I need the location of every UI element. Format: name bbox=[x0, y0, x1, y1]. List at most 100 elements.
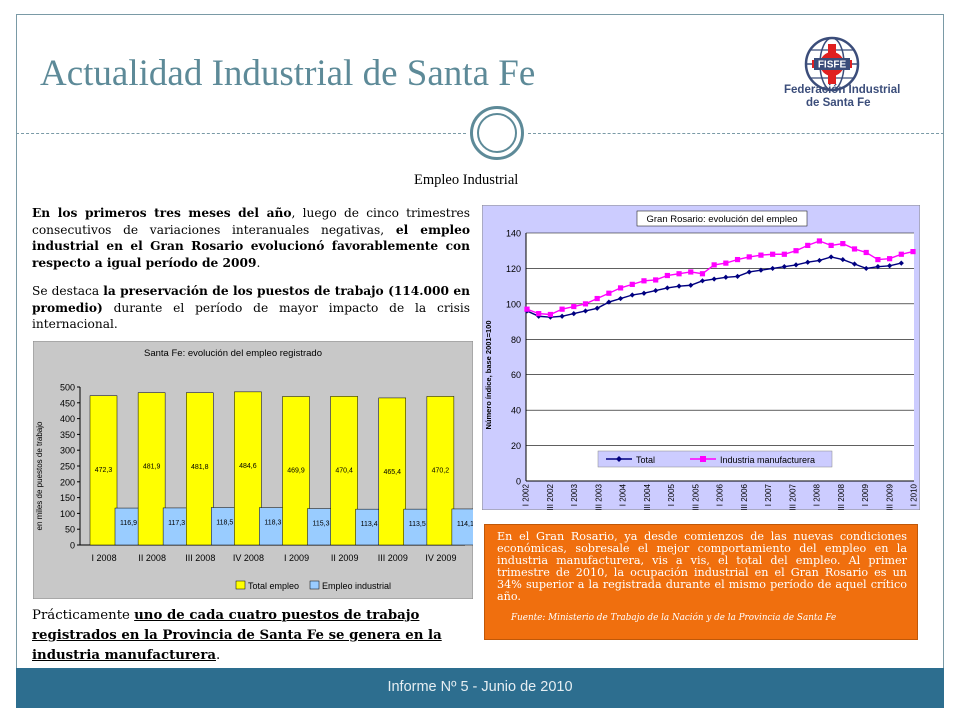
point-total bbox=[629, 292, 635, 298]
bar-total bbox=[330, 396, 358, 546]
point-total bbox=[758, 267, 764, 273]
point-industria bbox=[711, 262, 717, 268]
bar-industrial bbox=[355, 508, 383, 546]
point-industria bbox=[688, 269, 694, 275]
line-x-tick-label: III 2008 bbox=[837, 483, 846, 510]
bar-industrial-label: 113,5 bbox=[409, 521, 426, 528]
line-y-tick-label: 100 bbox=[506, 299, 521, 309]
line-x-tick-label: III 2006 bbox=[740, 483, 749, 510]
bar-y-tick-label: 50 bbox=[65, 525, 75, 535]
p3-text: Prácticamente bbox=[32, 608, 135, 623]
bar-total bbox=[378, 397, 406, 546]
p1-end: . bbox=[256, 255, 261, 270]
point-total bbox=[863, 265, 869, 272]
bar-y-tick-label: 300 bbox=[60, 446, 75, 456]
footer-text: Informe Nº 5 - Junio de 2010 bbox=[387, 679, 573, 695]
point-industria bbox=[770, 251, 776, 257]
line-y-tick-label: 60 bbox=[511, 370, 521, 380]
line-chart-gran-rosario: Gran Rosario: evolución del empleo Númer… bbox=[482, 205, 920, 510]
line-x-tick-label: III 2003 bbox=[594, 483, 603, 510]
point-total bbox=[840, 256, 846, 263]
bar-total-label: 484,6 bbox=[239, 463, 257, 470]
logo-badge-text: FISFE bbox=[818, 60, 847, 71]
point-industria bbox=[910, 249, 916, 255]
point-industria bbox=[828, 242, 834, 248]
bar-total bbox=[426, 396, 455, 546]
page-title: Actualidad Industrial de Santa Fe bbox=[40, 53, 536, 94]
p2-text: Se destaca bbox=[32, 284, 104, 298]
bar-total bbox=[186, 392, 214, 546]
bar-industrial bbox=[451, 508, 473, 546]
bar-industrial-label: 114,1 bbox=[457, 521, 473, 528]
bar-chart-title: Santa Fe: evolución del empleo registrad… bbox=[144, 348, 322, 359]
point-industria bbox=[898, 251, 904, 257]
point-industria bbox=[723, 260, 729, 266]
line-x-tick-label: I 2003 bbox=[570, 483, 579, 506]
bar-total bbox=[234, 391, 262, 546]
point-industria bbox=[571, 303, 577, 310]
bar-category-label: IV 2009 bbox=[425, 553, 456, 563]
point-total bbox=[887, 263, 893, 269]
bar-total-label: 481,8 bbox=[191, 464, 209, 471]
p3-bold: uno de cada cuatro puestos de trabajo re… bbox=[32, 608, 442, 663]
point-industria bbox=[653, 277, 659, 283]
bar-chart-ylabel: en miles de puestos de trabajo bbox=[35, 421, 44, 531]
point-total bbox=[805, 259, 811, 265]
bar-category-label: I 2009 bbox=[284, 553, 309, 563]
point-industria bbox=[734, 256, 741, 263]
source-note: Fuente: Ministerio de Trabajo de la Naci… bbox=[511, 613, 837, 623]
point-industria bbox=[793, 248, 799, 254]
bar-total-label: 472,3 bbox=[95, 467, 113, 474]
logo-text: Federación Industrial de Santa Fe bbox=[784, 84, 904, 110]
divider-left bbox=[16, 133, 466, 134]
line-chart-ylabel: Número índice, base 2001=100 bbox=[484, 320, 493, 429]
point-total bbox=[793, 262, 799, 268]
line-x-tick-label: III 2002 bbox=[546, 483, 555, 510]
line-x-tick-label: I 2008 bbox=[813, 483, 822, 506]
bar-y-tick-label: 350 bbox=[60, 430, 75, 440]
bar-industrial-label: 118,5 bbox=[216, 520, 233, 527]
line-series-industria bbox=[526, 240, 914, 316]
bar-industrial-label: 117,3 bbox=[168, 520, 185, 527]
point-total bbox=[746, 269, 752, 275]
bar-industrial-label: 113,4 bbox=[361, 521, 378, 528]
bar-y-tick-label: 450 bbox=[60, 398, 75, 408]
line-y-tick-label: 80 bbox=[511, 335, 521, 345]
bar-y-tick-label: 0 bbox=[70, 541, 75, 551]
legend-marker-total bbox=[616, 456, 622, 462]
paragraph-2: Se destaca la preservación de los puesto… bbox=[32, 283, 470, 333]
section-subtitle: Empleo Industrial bbox=[414, 172, 519, 188]
fisfe-logo: FISFE bbox=[804, 36, 860, 92]
divider-right bbox=[528, 133, 944, 134]
point-industria bbox=[863, 249, 869, 256]
bar-y-tick-label: 400 bbox=[60, 414, 75, 424]
bar-total-label: 470,4 bbox=[335, 467, 353, 474]
legend-label-industrial: Empleo industrial bbox=[322, 581, 391, 591]
bar-category-label: III 2009 bbox=[378, 553, 408, 563]
line-x-tick-label: I 2007 bbox=[764, 483, 773, 506]
p2-text-2: durante el período de mayor impacto de l… bbox=[32, 300, 470, 332]
point-industria bbox=[805, 242, 811, 248]
bar-y-tick-label: 200 bbox=[60, 477, 75, 487]
point-industria bbox=[547, 311, 553, 318]
bar-category-label: IV 2008 bbox=[233, 553, 264, 563]
bar-industrial-label: 115,3 bbox=[313, 521, 330, 528]
line-x-tick-label: I 2009 bbox=[861, 483, 870, 506]
line-chart-title: Gran Rosario: evolución del empleo bbox=[646, 214, 797, 225]
bar-industrial bbox=[162, 507, 191, 546]
legend-swatch-industrial bbox=[309, 580, 320, 590]
point-industria bbox=[851, 246, 858, 252]
point-total bbox=[875, 264, 881, 270]
point-industria bbox=[676, 271, 682, 277]
bar-industrial bbox=[307, 508, 335, 546]
bar-total-label: 465,4 bbox=[383, 469, 401, 476]
point-industria bbox=[758, 252, 764, 258]
point-total bbox=[734, 273, 741, 279]
line-x-tick-label: III 2009 bbox=[885, 483, 894, 510]
line-x-tick-label: III 2005 bbox=[691, 483, 700, 510]
info-box-text: En el Gran Rosario, ya desde comienzos d… bbox=[497, 530, 907, 603]
line-y-tick-label: 40 bbox=[511, 406, 521, 416]
point-industria bbox=[816, 238, 823, 244]
line-x-tick-label: III 2004 bbox=[643, 483, 652, 510]
point-industria bbox=[524, 306, 530, 312]
